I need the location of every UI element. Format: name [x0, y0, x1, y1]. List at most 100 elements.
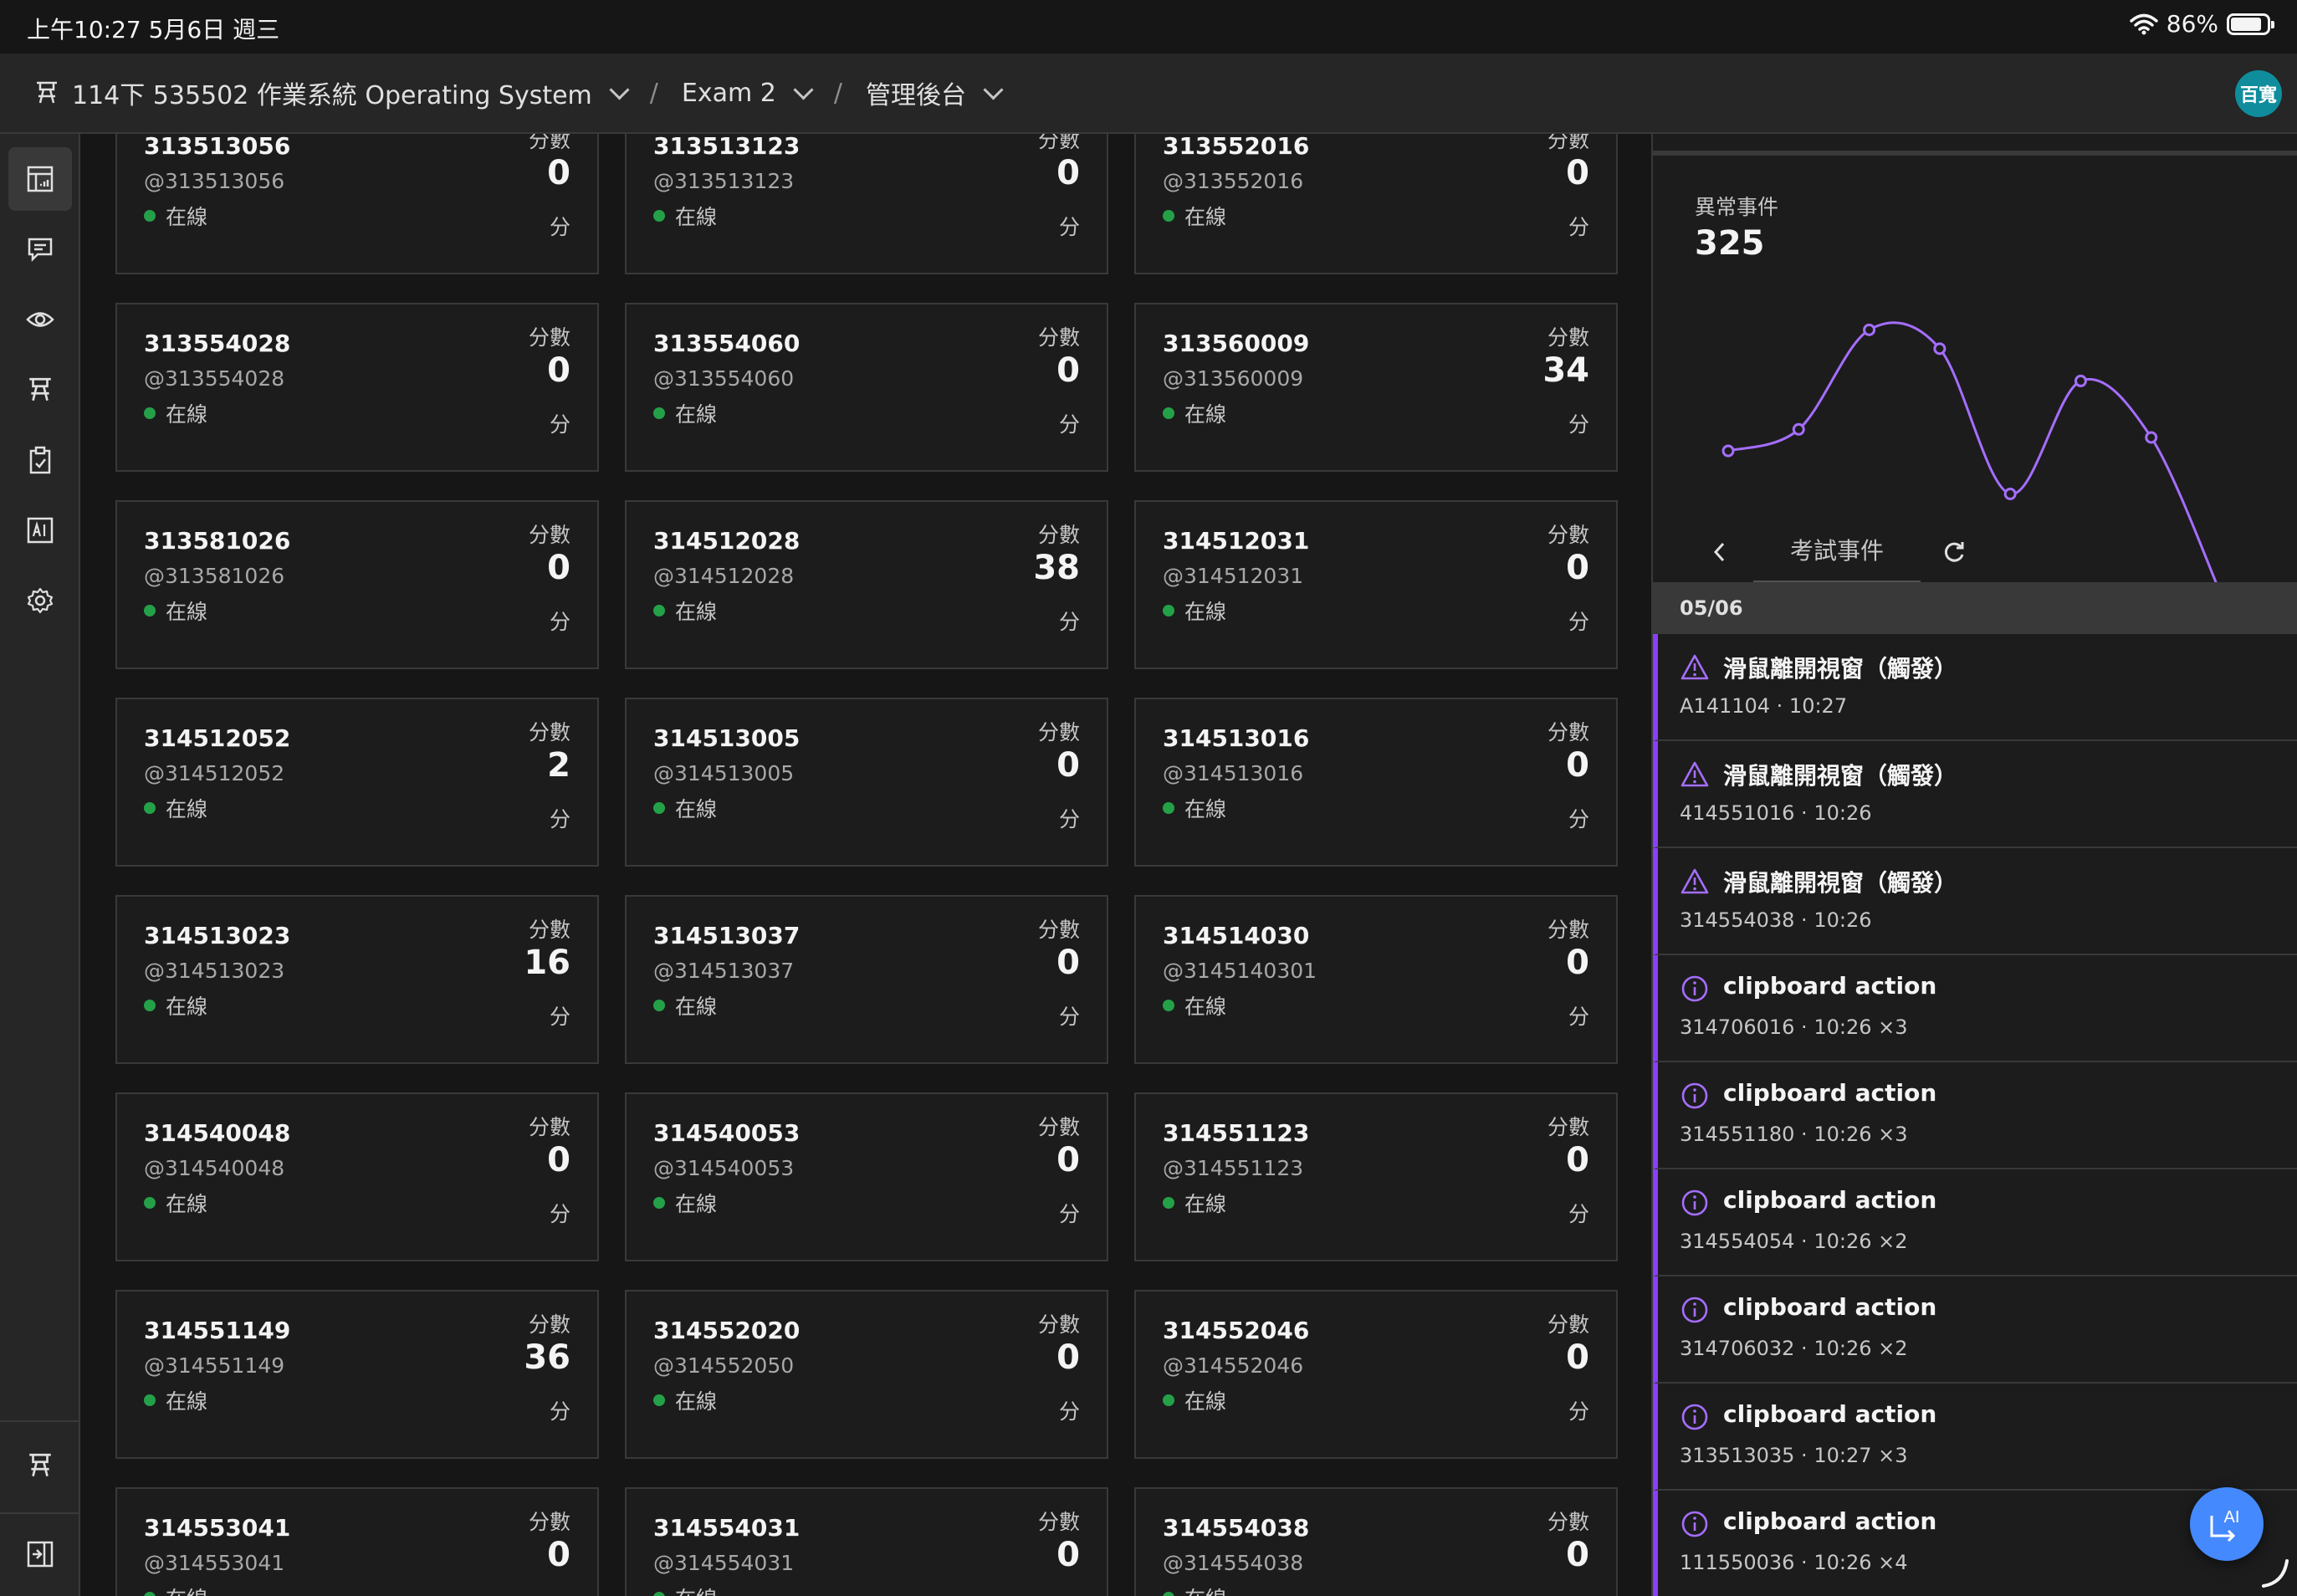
score-value: 0 [547, 154, 570, 192]
student-card[interactable]: 314551149 @314551149 在線 分數 36 分 [115, 1290, 599, 1459]
online-label: 在線 [1184, 1389, 1227, 1414]
student-card[interactable]: 314552020 @314552050 在線 分數 0 分 [625, 1290, 1108, 1459]
online-dot-icon [653, 210, 665, 222]
event-item[interactable]: 滑鼠離開視窗（觸發） 414551016 · 10:26 [1653, 741, 2297, 848]
score-value: 0 [547, 351, 570, 390]
student-card[interactable]: 313554060 @313554060 在線 分數 0 分 [625, 303, 1108, 472]
student-card[interactable]: 313552016 @313552016 在線 分數 0 分 [1134, 134, 1618, 274]
student-card[interactable]: 314513005 @314513005 在線 分數 0 分 [625, 698, 1108, 867]
score-unit: 分 [1568, 1593, 1589, 1596]
student-handle: @314513016 [1163, 761, 1304, 785]
score-unit: 分 [1568, 807, 1589, 831]
student-card[interactable]: 314512031 @314512031 在線 分數 0 分 [1134, 500, 1618, 669]
event-item[interactable]: clipboard action 314554054 · 10:26 ×2 [1653, 1169, 2297, 1276]
data-point-0-4[interactable] [2003, 487, 2017, 500]
student-card[interactable]: 313560009 @313560009 在線 分數 34 分 [1134, 303, 1618, 472]
student-card[interactable]: 314513023 @314513023 在線 分數 16 分 [115, 895, 599, 1064]
score-unit: 分 [1568, 412, 1589, 437]
score-unit: 分 [549, 1005, 570, 1029]
event-item[interactable]: clipboard action 314551180 · 10:26 ×3 [1653, 1062, 2297, 1169]
online-label: 在線 [166, 1583, 207, 1596]
event-item[interactable]: clipboard action 111550036 · 10:26 ×4 [1653, 1491, 2297, 1596]
refresh-button[interactable] [1937, 535, 1971, 569]
event-title: clipboard action [1723, 1400, 1937, 1428]
exam-selector[interactable]: Exam 2 [682, 79, 814, 108]
student-card[interactable]: 314513037 @314513037 在線 分數 0 分 [625, 895, 1108, 1064]
score-label: 分數 [1037, 1312, 1080, 1337]
event-meta: 314554038 · 10:26 [1680, 908, 1872, 932]
chevron-down-icon [793, 79, 814, 100]
student-card[interactable]: 314551123 @314551123 在線 分數 0 分 [1134, 1092, 1618, 1261]
student-card[interactable]: 314513016 @314513016 在線 分數 0 分 [1134, 698, 1618, 867]
student-card[interactable]: 314514030 @3145140301 在線 分數 0 分 [1134, 895, 1618, 1064]
online-label: 在線 [1184, 402, 1227, 427]
online-label: 在線 [166, 1389, 208, 1414]
student-card[interactable]: 314512052 @314512052 在線 分數 2 分 [115, 698, 599, 867]
student-handle: @313552016 [1163, 169, 1304, 193]
sidebar-expand-button[interactable] [8, 1522, 72, 1586]
online-dot-icon [144, 605, 156, 616]
score-value: 0 [1056, 1536, 1080, 1574]
tab-exam-events[interactable]: 考試事件 [1753, 519, 1921, 584]
student-card[interactable]: 314540053 @314540053 在線 分數 0 分 [625, 1092, 1108, 1261]
back-button[interactable] [1703, 535, 1737, 569]
course-logo-icon [37, 81, 57, 104]
ai-assistant-button[interactable]: AI [2190, 1487, 2264, 1561]
data-point-0-3[interactable] [1933, 342, 1947, 356]
sidebar-item-grading[interactable] [8, 428, 72, 492]
student-id: 313554060 [653, 330, 801, 357]
online-status: 在線 [653, 793, 717, 823]
student-card[interactable]: 313581026 @313581026 在線 分數 0 分 [115, 500, 599, 669]
event-meta: 314706016 · 10:26 ×3 [1680, 1015, 1908, 1039]
student-card[interactable]: 314540048 @314540048 在線 分數 0 分 [115, 1092, 599, 1261]
data-point-0-1[interactable] [1792, 422, 1805, 436]
sidebar-divider [0, 1420, 79, 1422]
score-unit: 分 [1568, 1005, 1589, 1029]
online-dot-icon [1163, 1394, 1174, 1406]
avatar[interactable]: 百寬 [2235, 70, 2282, 117]
student-card[interactable]: 313554028 @313554028 在線 分數 0 分 [115, 303, 599, 472]
data-point-0-0[interactable] [1721, 444, 1735, 458]
score-unit: 分 [549, 1202, 570, 1226]
sidebar-item-course[interactable] [8, 358, 72, 422]
student-handle: @314554031 [653, 1551, 795, 1575]
sidebar-item-course-home[interactable] [8, 1434, 72, 1497]
student-card[interactable]: 314554038 @314554038 在線 分數0 分 [1134, 1487, 1618, 1596]
event-item[interactable]: clipboard action 314706016 · 10:26 ×3 [1653, 955, 2297, 1062]
student-handle: @313513123 [653, 169, 795, 193]
sidebar-item-settings[interactable] [8, 569, 72, 632]
score-value: 36 [524, 1338, 570, 1377]
data-point-0-6[interactable] [2145, 431, 2158, 444]
student-card[interactable]: 313513056 @313513056 在線 分數 0 分 [115, 134, 599, 274]
breadcrumb-separator: / [833, 78, 842, 108]
student-card[interactable]: 314512028 @314512028 在線 分數 38 分 [625, 500, 1108, 669]
event-item[interactable]: clipboard action 314706032 · 10:26 ×2 [1653, 1276, 2297, 1384]
student-card[interactable]: 314553041 @314553041 在線 分數0 分 [115, 1487, 599, 1596]
student-card[interactable]: 314552046 @314552046 在線 分數 0 分 [1134, 1290, 1618, 1459]
event-title: clipboard action [1723, 1079, 1937, 1107]
course-selector[interactable]: 114下 535502 作業系統 Operating System [33, 74, 630, 111]
student-card[interactable]: 313513123 @313513123 在線 分數 0 分 [625, 134, 1108, 274]
online-status: 在線 [1163, 596, 1226, 626]
sidebar-item-dashboard[interactable] [8, 147, 72, 211]
event-item[interactable]: clipboard action 313513035 · 10:27 ×3 [1653, 1384, 2297, 1491]
student-card[interactable]: 314554031 @314554031 在線 分數0 分 [625, 1487, 1108, 1596]
event-title: 滑鼠離開視窗（觸發） [1723, 655, 1958, 683]
score-label: 分數 [1547, 134, 1589, 152]
resize-handle-icon[interactable] [2259, 1556, 2292, 1589]
student-id: 313513123 [653, 134, 801, 160]
event-item[interactable]: 滑鼠離開視窗（觸發） A141104 · 10:27 [1653, 634, 2297, 741]
sidebar-item-messages[interactable] [8, 217, 72, 281]
chevron-down-icon [609, 79, 630, 100]
sidebar-item-ai[interactable] [8, 499, 72, 562]
sidebar-item-monitor[interactable] [8, 288, 72, 351]
event-meta: 414551016 · 10:26 [1680, 801, 1872, 825]
data-point-0-5[interactable] [2074, 374, 2087, 387]
event-item[interactable]: 滑鼠離開視窗（觸發） 314554038 · 10:26 [1653, 848, 2297, 955]
student-id: 314554038 [1163, 1514, 1310, 1542]
section-selector[interactable]: 管理後台 [866, 74, 1004, 111]
info-icon [1681, 1297, 1708, 1323]
online-label: 在線 [166, 402, 208, 427]
data-point-0-2[interactable] [1863, 323, 1876, 336]
online-label: 在線 [675, 995, 718, 1019]
